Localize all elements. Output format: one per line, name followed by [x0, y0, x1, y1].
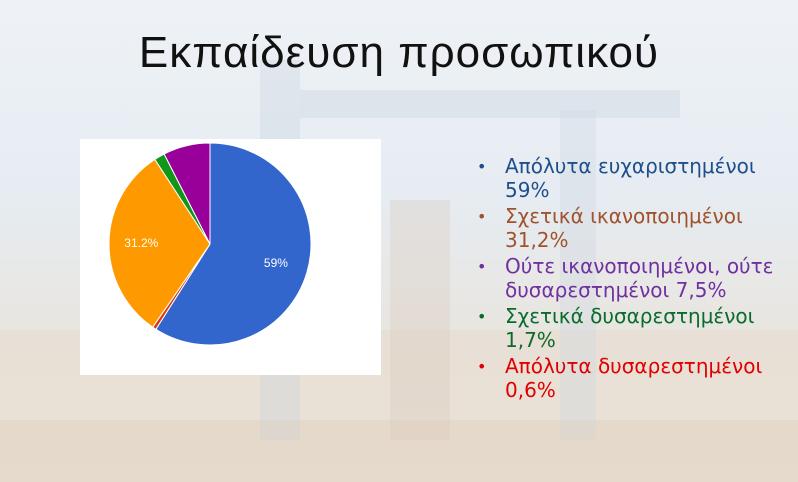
- legend-item: • Απόλυτα ευχαριστημένοι 59%: [475, 154, 790, 202]
- legend-item: • Σχετικά δυσαρεστημένοι 1,7%: [475, 304, 790, 352]
- bullet-icon: •: [477, 207, 487, 226]
- legend-text: Ούτε ικανοποιημένοι, ούτε δυσαρεστημένοι…: [505, 254, 774, 302]
- legend-list: • Απόλυτα ευχαριστημένοι 59% • Σχετικά ικα…: [475, 154, 790, 405]
- legend-text: Σχετικά ικανοποιημένοι 31,2%: [505, 204, 743, 252]
- legend-item: • Ούτε ικανοποιημένοι, ούτε δυσαρεστημένο…: [475, 254, 790, 302]
- legend-item: • Σχετικά ικανοποιημένοι 31,2%: [475, 204, 790, 252]
- bullet-icon: •: [477, 257, 487, 276]
- pie-chart: 59% 31.2%: [108, 142, 312, 346]
- legend-text: Απόλυτα δυσαρεστημένοι 0,6%: [505, 354, 763, 402]
- pie-chart-card: 59% 31.2%: [80, 139, 381, 375]
- pie-data-label: 31.2%: [124, 236, 158, 250]
- legend-item: • Απόλυτα δυσαρεστημένοι 0,6%: [475, 354, 790, 402]
- slide-title: Εκπαίδευση προσωπικού: [138, 28, 660, 77]
- bullet-icon: •: [477, 157, 487, 176]
- pie-slice: [108, 158, 211, 328]
- legend-text: Σχετικά δυσαρεστημένοι 1,7%: [505, 304, 755, 352]
- bullet-icon: •: [477, 307, 487, 326]
- legend-text: Απόλυτα ευχαριστημένοι 59%: [505, 154, 756, 202]
- pie-data-label: 59%: [264, 256, 288, 270]
- pie-slice: [155, 142, 312, 346]
- bullet-icon: •: [477, 357, 487, 376]
- pie-slice: [163, 142, 211, 245]
